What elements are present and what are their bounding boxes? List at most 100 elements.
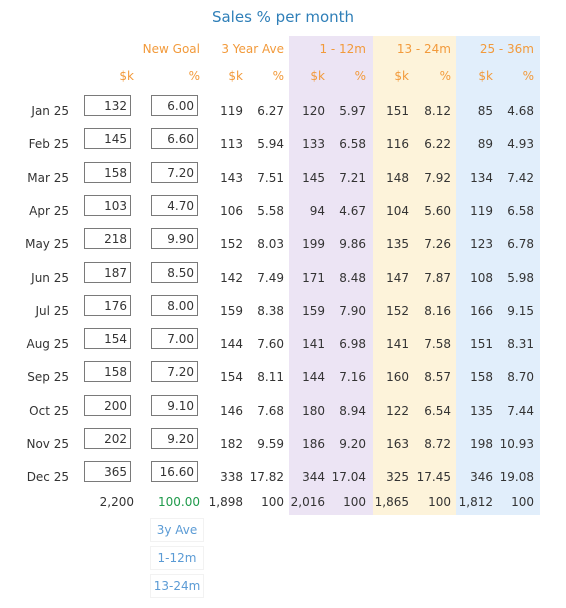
p3-k-cell: 198 [470, 437, 493, 451]
header-3-year-ave: 3 Year Ave [221, 42, 284, 56]
ave-k-cell: 159 [220, 303, 243, 318]
goal-pct-input[interactable]: 7.20 [151, 361, 198, 383]
p2-pct-cell: 5.60 [424, 203, 451, 218]
goal-k-input[interactable]: 176 [84, 294, 131, 316]
p3-k-cell: 134 [470, 170, 493, 185]
goal-pct-input[interactable]: 9.20 [151, 428, 198, 449]
p3-pct-cell: 8.70 [507, 370, 534, 385]
p3-pct-cell: 9.15 [507, 303, 534, 318]
goal-pct-input[interactable]: 16.60 [151, 461, 198, 483]
period-3-band [456, 36, 540, 515]
goal-pct-input[interactable]: 7.00 [151, 328, 198, 350]
p3-k-cell: 89 [477, 137, 493, 152]
goal-pct-input[interactable]: 8.50 [151, 261, 198, 283]
subheader-goal-k: $k [119, 69, 134, 83]
header-period-3: 25 - 36m [479, 42, 534, 56]
p3-pct-cell: 8.31 [507, 337, 534, 352]
p3-k-cell: 108 [470, 270, 493, 285]
p1-pct-cell: 7.21 [339, 170, 366, 185]
p1-k-cell: 199 [302, 237, 325, 252]
p1-pct-cell: 17.04 [331, 470, 366, 485]
goal-k-input[interactable]: 365 [84, 461, 131, 483]
goal-pct-input[interactable]: 8.00 [151, 294, 198, 316]
p2-k-cell: 148 [386, 170, 409, 185]
p2-pct-cell: 6.22 [424, 137, 451, 152]
p1-pct-cell: 7.90 [339, 303, 366, 318]
ave-k-cell: 106 [220, 203, 243, 218]
period-1-band [289, 36, 373, 515]
p3-pct-cell: 10.93 [499, 437, 534, 451]
table-row: Sep 25 158 7.20 154 8.11 144 7.16 160 8.57 158 8.7… [0, 361, 566, 394]
month-label: Jun 25 [31, 270, 69, 285]
table-row: May 25 218 9.90 152 8.03 199 9.86 135 7.26 123 6.7… [0, 228, 566, 261]
month-label: Sep 25 [27, 370, 69, 385]
table-row: Jan 25 132 6.00 119 6.27 120 5.97 151 8.12 85 4.68 [0, 95, 566, 128]
p2-k-cell: 160 [386, 370, 409, 385]
ave-pct-cell: 17.82 [249, 470, 284, 485]
p2-k-cell: 141 [386, 337, 409, 352]
p3-pct-cell: 7.42 [507, 170, 534, 185]
p3-k-cell: 85 [477, 104, 493, 118]
p2-pct-cell: 8.12 [424, 104, 451, 118]
total-p3-k: 1,812 [458, 495, 493, 509]
apply-1-12m-button[interactable]: 1-12m [151, 547, 203, 569]
p1-k-cell: 171 [302, 270, 325, 285]
subheader-p2-pct: % [439, 69, 451, 83]
goal-k-input[interactable]: 132 [84, 95, 131, 116]
p2-k-cell: 152 [386, 303, 409, 318]
goal-pct-input[interactable]: 6.60 [151, 128, 198, 150]
p3-k-cell: 151 [470, 337, 493, 352]
goal-pct-input[interactable]: 9.90 [151, 228, 198, 250]
ave-pct-cell: 8.03 [257, 237, 284, 252]
p3-k-cell: 135 [470, 403, 493, 418]
goal-k-input[interactable]: 145 [84, 128, 131, 150]
p2-pct-cell: 6.54 [424, 403, 451, 418]
goal-pct-input[interactable]: 7.20 [151, 161, 198, 183]
goal-k-input[interactable]: 158 [84, 161, 131, 183]
header-period-1: 1 - 12m [319, 42, 366, 56]
goal-pct-input[interactable]: 6.00 [151, 95, 198, 116]
total-p3-pct: 100 [511, 495, 534, 509]
p2-pct-cell: 17.45 [416, 470, 451, 485]
p3-k-cell: 123 [470, 237, 493, 252]
goal-pct-input[interactable]: 9.10 [151, 394, 198, 416]
apply-13-24m-button[interactable]: 13-24m [151, 575, 203, 597]
p1-k-cell: 133 [302, 137, 325, 152]
p2-pct-cell: 8.72 [424, 437, 451, 451]
ave-k-cell: 143 [220, 170, 243, 185]
p2-pct-cell: 8.57 [424, 370, 451, 385]
p1-pct-cell: 8.94 [339, 403, 366, 418]
p2-pct-cell: 7.58 [424, 337, 451, 352]
subheader-p3-pct: % [522, 69, 534, 83]
month-label: Oct 25 [29, 403, 69, 418]
month-label: Nov 25 [26, 437, 69, 451]
p1-k-cell: 159 [302, 303, 325, 318]
p2-pct-cell: 8.16 [424, 303, 451, 318]
goal-k-input[interactable]: 187 [84, 261, 131, 283]
p2-k-cell: 104 [386, 203, 409, 218]
ave-k-cell: 146 [220, 403, 243, 418]
table-row: Apr 25 103 4.70 106 5.58 94 4.67 104 5.60 119 6.58 [0, 194, 566, 228]
subheader-ave-k: $k [228, 69, 243, 83]
p1-pct-cell: 6.98 [339, 337, 366, 352]
table-row: Jul 25 176 8.00 159 8.38 159 7.90 152 8.16 166 9.1… [0, 294, 566, 328]
p1-pct-cell: 9.86 [339, 237, 366, 252]
goal-k-input[interactable]: 158 [84, 361, 131, 383]
month-label: Jul 25 [35, 303, 69, 318]
goal-k-input[interactable]: 154 [84, 328, 131, 350]
goal-k-input[interactable]: 103 [84, 194, 131, 216]
p3-pct-cell: 19.08 [499, 470, 534, 485]
goal-k-input[interactable]: 200 [84, 394, 131, 416]
p1-k-cell: 180 [302, 403, 325, 418]
goal-pct-input[interactable]: 4.70 [151, 194, 198, 216]
apply-3y-ave-button[interactable]: 3y Ave [151, 519, 203, 541]
ave-k-cell: 154 [220, 370, 243, 385]
p3-k-cell: 119 [470, 203, 493, 218]
ave-k-cell: 119 [220, 104, 243, 118]
p3-k-cell: 346 [470, 470, 493, 485]
subheader-p3-k: $k [478, 69, 493, 83]
goal-k-input[interactable]: 202 [84, 428, 131, 449]
goal-k-input[interactable]: 218 [84, 228, 131, 250]
month-label: Jan 25 [31, 104, 69, 118]
p3-pct-cell: 7.44 [507, 403, 534, 418]
